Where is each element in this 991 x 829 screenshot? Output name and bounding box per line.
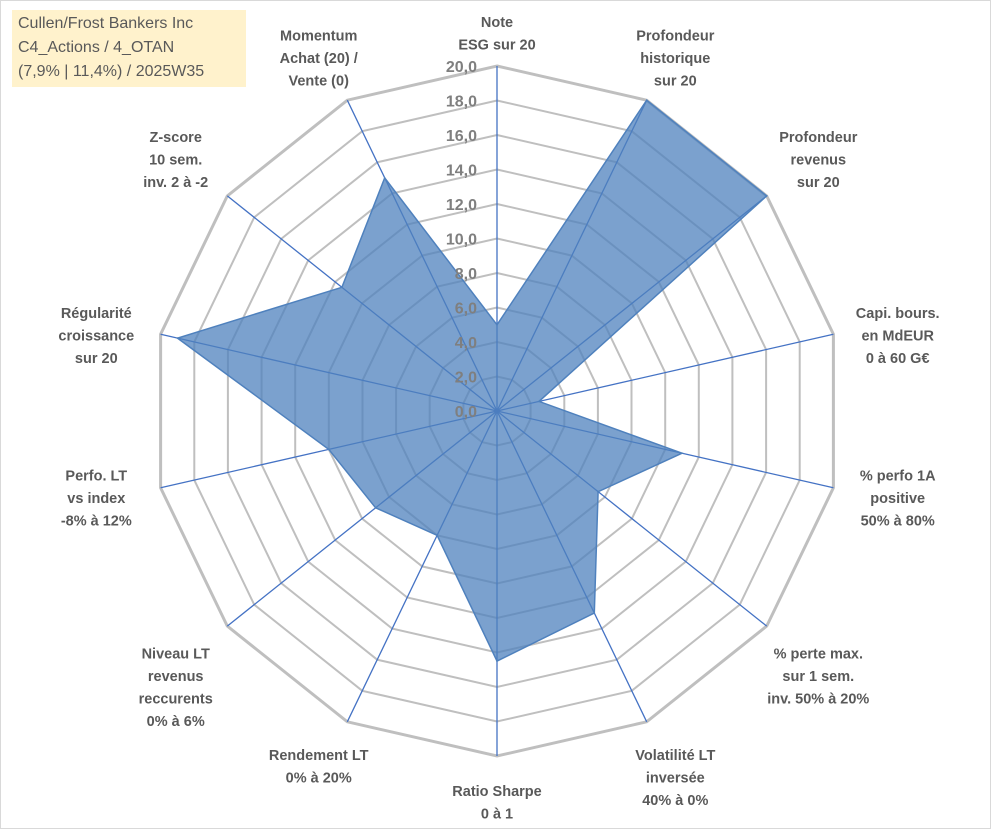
category-label-line: % perte max. [774,647,863,663]
category-label: Profondeur historique sur 20 [636,29,714,90]
category-label: % perte max. sur 1 sem. inv. 50% à 20% [767,647,869,708]
category-label: Note ESG sur 20 [458,15,535,54]
category-label: Régularité croissance sur 20 [58,306,134,367]
info-period: (7,9% | 11,4%) / 2025W35 [18,63,205,80]
category-label-line: 0% à 20% [286,770,352,786]
tick-label: 16,0 [446,128,477,145]
tick-label: 12,0 [446,197,477,214]
axis-spoke [496,333,834,412]
series-point [341,286,343,289]
category-label-line: sur 1 sem. [782,669,854,685]
category-label-line: Achat (20) / [280,51,358,67]
category-label-line: 0 à 60 G€ [866,351,930,367]
radar-tick-labels: 0,0 2,0 4,0 6,0 8,0 10,0 12,0 14,0 16,0 18,0 20,0 [446,59,477,421]
series-point [597,490,599,493]
category-label-line: 50% à 80% [861,514,935,530]
tick-label: 4,0 [455,335,477,352]
category-label-line: Ratio Sharpe [452,784,541,800]
category-label-line: inv. 2 à -2 [143,175,208,191]
category-label-line: sur 20 [75,351,118,367]
category-label-line: 0% à 6% [147,714,205,730]
category-label-line: positive [870,491,925,507]
series-point [176,337,179,339]
category-label: Rendement LT 0% à 20% [269,748,369,787]
series-point [765,195,768,197]
info-company: Cullen/Frost Bankers Inc [18,15,194,32]
category-label-line: sur 20 [654,74,697,90]
category-label-line: Momentum [280,29,357,45]
category-label: Ratio Sharpe 0 à 1 [452,784,541,823]
category-label-line: Volatilité LT [635,748,715,764]
category-label-line: croissance [58,329,134,345]
series-point [436,534,438,537]
category-label-line: revenus [148,669,204,685]
category-label-line: 10 sem. [149,152,202,168]
category-label: Capi. bours. en MdEUR 0 à 60 G€ [856,306,940,367]
info-category: C4_Actions / 4_OTAN [18,39,175,56]
category-label: Z-score 10 sem. inv. 2 à -2 [143,130,208,191]
category-label-line: Vente (0) [288,74,349,90]
category-label-line: Capi. bours. [856,306,940,322]
series-point [496,324,498,326]
series-point [593,612,596,614]
tick-label: 8,0 [455,266,477,283]
tick-label: 18,0 [446,94,477,111]
category-label: Niveau LT revenus reccurents 0% à 6% [139,647,213,731]
radar-category-labels: Note ESG sur 20 Profondeur historique sur 20… [58,15,939,823]
category-label-line: % perfo 1A [860,469,936,485]
category-label-line: historique [640,51,710,67]
category-label-line: inversée [646,770,705,786]
category-label-line: revenus [790,152,846,168]
tick-label: 6,0 [455,301,477,318]
series-point [538,400,540,403]
series-point [374,507,377,509]
tick-label: 10,0 [446,232,477,249]
category-label-line: 0 à 1 [481,807,513,823]
category-label-line: Rendement LT [269,748,369,764]
series-point [496,660,498,662]
tick-label: 0,0 [455,404,477,421]
series-point [681,452,683,455]
series-point [383,177,386,179]
category-label: Perfo. LT vs index -8% à 12% [61,469,132,530]
category-label: % perfo 1A positive 50% à 80% [860,469,936,530]
category-label-line: reccurents [139,692,213,708]
radar-series [175,99,768,663]
category-label-line: 40% à 0% [642,793,708,809]
info-box: Cullen/Frost Bankers Inc C4_Actions / 4_… [12,10,246,87]
category-label-line: Note [481,15,513,31]
category-label-line: vs index [67,491,125,507]
category-label: Momentum Achat (20) / Vente (0) [280,29,358,90]
category-label-line: Profondeur [636,29,714,45]
series-point [328,448,330,451]
category-label: Volatilité LT inversée 40% à 0% [635,748,715,809]
category-label-line: ESG sur 20 [458,38,535,54]
category-label-line: Z-score [150,130,202,146]
category-label-line: Perfo. LT [65,469,127,485]
tick-label: 20,0 [446,59,477,76]
category-label-line: Niveau LT [142,647,210,663]
tick-label: 14,0 [446,163,477,180]
series-point [645,99,648,101]
category-label-line: inv. 50% à 20% [767,692,869,708]
category-label-line: -8% à 12% [61,514,132,530]
category-label-line: en MdEUR [861,329,934,345]
category-label-line: Régularité [61,306,132,322]
category-label-line: Profondeur [779,130,857,146]
category-label: Profondeur revenus sur 20 [779,130,857,191]
tick-label: 2,0 [455,370,477,387]
category-label-line: sur 20 [797,175,840,191]
